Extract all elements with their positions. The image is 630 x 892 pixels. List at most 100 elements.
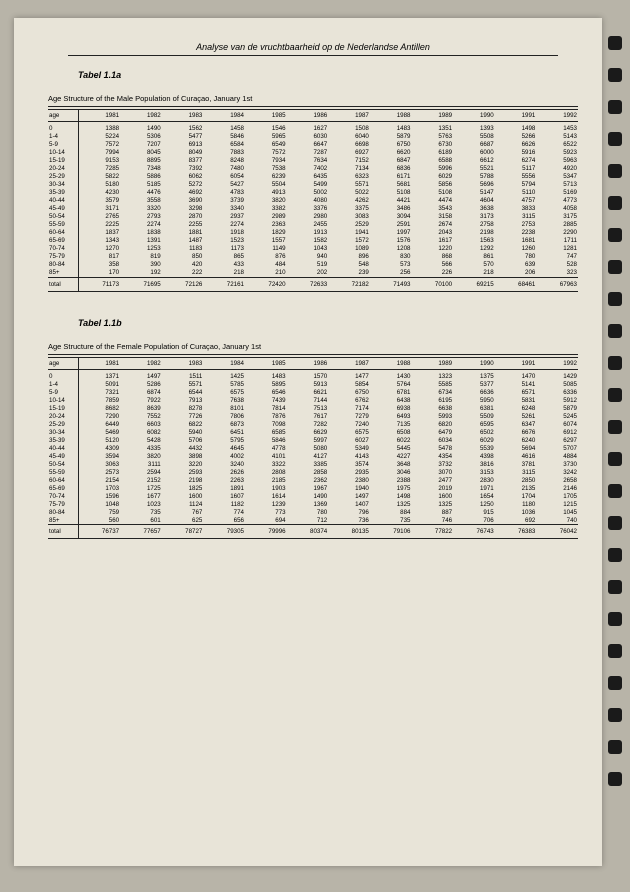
page-header: Analyse van de vruchtbaarheid op de Nede… — [68, 42, 558, 56]
cell-age: 30-34 — [48, 428, 79, 436]
cell-age: 40-44 — [48, 444, 79, 452]
cell-total: 80374 — [287, 525, 329, 539]
cell-value: 5377 — [453, 380, 495, 388]
cell-value: 6626 — [495, 141, 537, 149]
cell-value: 4335 — [120, 444, 162, 452]
cell-value: 5912 — [536, 396, 578, 404]
cell-value: 256 — [370, 269, 412, 278]
cell-value: 2019 — [412, 484, 454, 492]
cell-value: 5347 — [536, 173, 578, 181]
cell-value: 2255 — [162, 221, 204, 229]
cell-value: 1837 — [79, 229, 121, 237]
cell-value: 2152 — [120, 476, 162, 484]
cell-value: 1208 — [370, 245, 412, 253]
cell-value: 7994 — [79, 149, 121, 157]
cell-value: 6195 — [412, 396, 454, 404]
table-row: 15-1991538895837782487934763471526847658… — [48, 157, 578, 165]
cell-value: 6750 — [370, 141, 412, 149]
cell-value: 692 — [495, 516, 537, 525]
cell-value: 1149 — [245, 245, 287, 253]
cell-age: 25-29 — [48, 173, 79, 181]
cell-age: 0 — [48, 369, 79, 380]
cell-value: 5879 — [370, 133, 412, 141]
cell-age: 50-54 — [48, 213, 79, 221]
cell-value: 1023 — [120, 500, 162, 508]
col-year: 1991 — [495, 110, 537, 122]
cell-value: 7439 — [245, 396, 287, 404]
cell-value: 4080 — [287, 197, 329, 205]
cell-value: 5713 — [536, 181, 578, 189]
cell-value: 6734 — [412, 388, 454, 396]
cell-value: 560 — [79, 516, 121, 525]
cell-value: 6575 — [328, 428, 370, 436]
cell-value: 1391 — [120, 237, 162, 245]
cell-value: 7552 — [120, 412, 162, 420]
cell-total: 69215 — [453, 277, 495, 291]
table-a-subtitle: Age Structure of the Male Population of … — [48, 94, 578, 103]
cell-value: 6030 — [287, 133, 329, 141]
cell-total: 68461 — [495, 277, 537, 291]
cell-value: 5963 — [536, 157, 578, 165]
table-row: 80-8435839042043348451954857356657063952… — [48, 261, 578, 269]
cell-value: 7572 — [79, 141, 121, 149]
table-row: 5-97321687465446575654666216750678167346… — [48, 388, 578, 396]
col-age: age — [48, 110, 79, 122]
cell-value: 1477 — [328, 369, 370, 380]
cell-value: 6585 — [245, 428, 287, 436]
cell-value: 767 — [162, 508, 204, 516]
cell-total: 77822 — [412, 525, 454, 539]
cell-value: 1705 — [536, 492, 578, 500]
cell-value: 850 — [162, 253, 204, 261]
cell-value: 1323 — [412, 369, 454, 380]
cell-value: 5965 — [245, 133, 287, 141]
cell-value: 1582 — [287, 237, 329, 245]
cell-value: 3594 — [79, 452, 121, 460]
cell-value: 5143 — [536, 133, 578, 141]
cell-value: 5696 — [453, 181, 495, 189]
cell-value: 7726 — [162, 412, 204, 420]
cell-value: 6546 — [245, 388, 287, 396]
spiral-binding — [608, 18, 626, 892]
cell-value: 7348 — [120, 165, 162, 173]
cell-value: 3046 — [370, 468, 412, 476]
cell-value: 3833 — [495, 205, 537, 213]
cell-value: 4920 — [536, 165, 578, 173]
cell-value: 706 — [453, 516, 495, 525]
cell-value: 6347 — [495, 420, 537, 428]
cell-value: 7634 — [287, 157, 329, 165]
cell-value: 6022 — [370, 436, 412, 444]
cell-value: 1940 — [328, 484, 370, 492]
cell-total: 70100 — [412, 277, 454, 291]
cell-value: 4616 — [495, 452, 537, 460]
cell-value: 819 — [120, 253, 162, 261]
cell-value: 7814 — [245, 404, 287, 412]
cell-value: 6297 — [536, 436, 578, 444]
cell-value: 3574 — [328, 460, 370, 468]
cell-age: 80-84 — [48, 261, 79, 269]
cell-value: 5913 — [287, 380, 329, 388]
cell-value: 3322 — [245, 460, 287, 468]
cell-value: 1253 — [120, 245, 162, 253]
cell-age: 70-74 — [48, 245, 79, 253]
cell-value: 5831 — [495, 396, 537, 404]
cell-value: 5169 — [536, 189, 578, 197]
cell-value: 1546 — [245, 122, 287, 133]
cell-value: 7392 — [162, 165, 204, 173]
cell-value: 9153 — [79, 157, 121, 165]
cell-value: 5141 — [495, 380, 537, 388]
table-b-title: Tabel 1.1b — [78, 318, 578, 328]
table-row: 35-3951205428570657955846599760276022603… — [48, 436, 578, 444]
cell-total: 80135 — [328, 525, 370, 539]
cell-value: 3375 — [328, 205, 370, 213]
table-row: 75-7910481023112411821239136914071325132… — [48, 500, 578, 508]
cell-value: 573 — [370, 261, 412, 269]
col-year: 1982 — [120, 110, 162, 122]
cell-value: 4476 — [120, 189, 162, 197]
cell-value: 3220 — [162, 460, 204, 468]
cell-value: 1557 — [245, 237, 287, 245]
table-row: 20-2472857348739274807538740271346836599… — [48, 165, 578, 173]
cell-value: 5571 — [162, 380, 204, 388]
cell-value: 1371 — [79, 369, 121, 380]
cell-value: 1430 — [370, 369, 412, 380]
cell-value: 6847 — [370, 157, 412, 165]
